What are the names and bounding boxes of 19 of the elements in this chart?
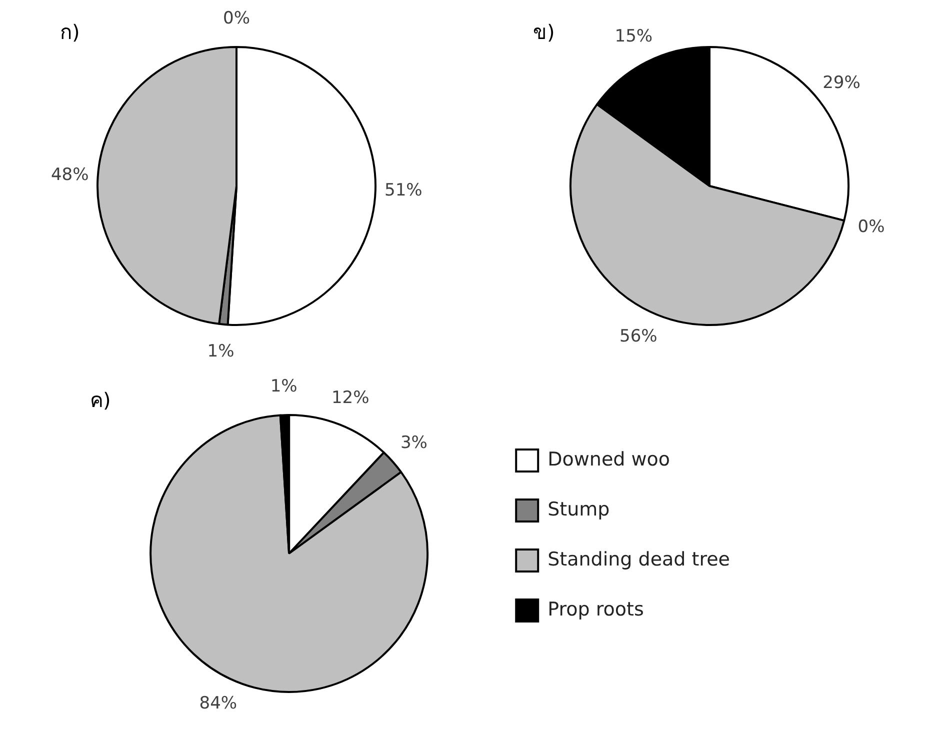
legend-label: Standing dead tree <box>548 548 730 570</box>
data-label: 1% <box>207 342 234 362</box>
data-label: 56% <box>619 326 658 347</box>
text: 0% <box>223 8 250 28</box>
data-label: 3% <box>400 432 428 453</box>
data-label: 12% <box>331 388 370 408</box>
legend-label: Prop roots <box>548 598 644 620</box>
data-label: 1% <box>270 376 298 397</box>
legend-label: Stump <box>548 498 610 520</box>
data-label: 48% <box>50 164 89 185</box>
data-label: 84% <box>199 694 238 714</box>
data-label: 29% <box>822 73 860 94</box>
chart-title: ข) <box>533 20 555 44</box>
data-label: 15% <box>614 26 653 47</box>
data-label: 51% <box>384 180 422 201</box>
legend-label: Downed woo <box>548 448 670 470</box>
text: ค) <box>90 388 111 412</box>
text: 0% <box>858 216 885 237</box>
chart-title: ก) <box>60 20 80 44</box>
